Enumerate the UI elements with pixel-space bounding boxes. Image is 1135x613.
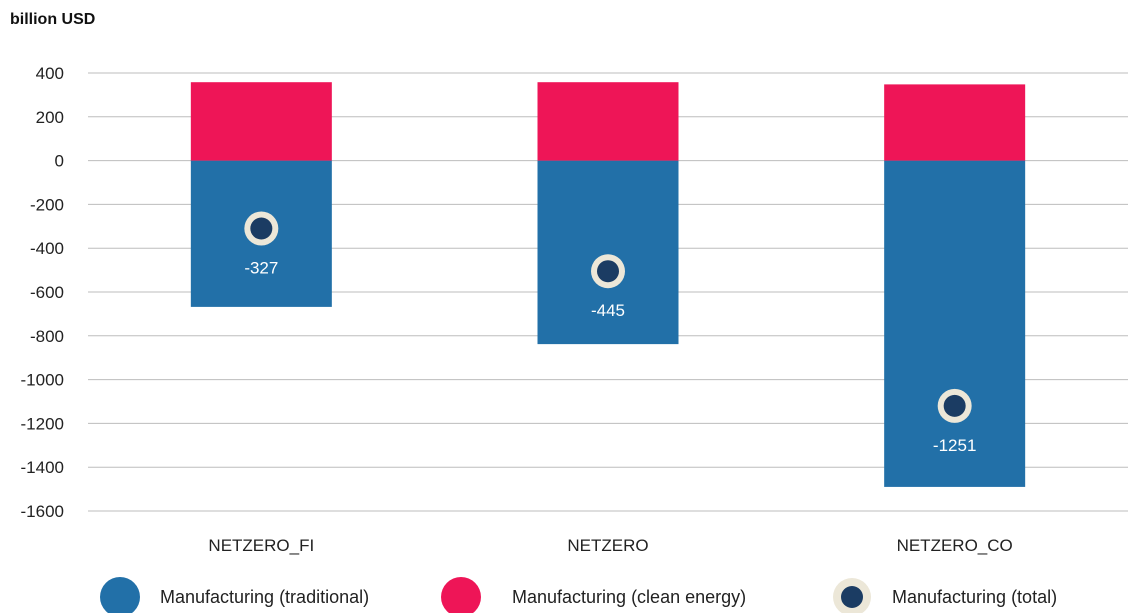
bar-traditional bbox=[884, 160, 1026, 487]
bar-clean-energy bbox=[884, 84, 1026, 161]
y-tick-label: 0 bbox=[55, 152, 64, 171]
y-tick-label: -1600 bbox=[21, 502, 64, 521]
legend-label: Manufacturing (total) bbox=[892, 587, 1057, 607]
bar-traditional bbox=[537, 160, 679, 345]
total-marker bbox=[250, 217, 273, 240]
y-tick-label: -1400 bbox=[21, 458, 64, 477]
data-label: -327 bbox=[244, 258, 278, 277]
y-tick-label: -200 bbox=[30, 195, 64, 214]
total-markers bbox=[244, 211, 972, 423]
data-label: -445 bbox=[591, 301, 625, 320]
bar-clean-energy bbox=[190, 82, 332, 161]
unit-label: billion USD bbox=[10, 11, 95, 28]
y-tick-label: -400 bbox=[30, 239, 64, 258]
legend-swatch bbox=[841, 586, 863, 608]
y-tick-label: -600 bbox=[30, 283, 64, 302]
y-tick-label: -1200 bbox=[21, 414, 64, 433]
legend: Manufacturing (traditional) Manufacturing… bbox=[100, 577, 1057, 613]
total-marker bbox=[597, 260, 619, 283]
legend-swatch bbox=[441, 577, 481, 613]
total-marker bbox=[943, 394, 966, 417]
legend-label: Manufacturing (clean energy) bbox=[512, 587, 746, 607]
x-tick-label: NETZERO_CO bbox=[897, 536, 1013, 555]
labels: 400 200 0 -200 -400 -600 -800 -1000 -1200 -1400 -1… bbox=[21, 64, 1013, 555]
y-tick-label: -800 bbox=[30, 327, 64, 346]
x-tick-label: NETZERO_FI bbox=[208, 536, 314, 555]
y-tick-label: 200 bbox=[36, 108, 64, 127]
bar-clean-energy bbox=[537, 82, 679, 161]
y-tick-label: 400 bbox=[36, 64, 64, 83]
x-tick-label: NETZERO bbox=[567, 536, 648, 555]
legend-label: Manufacturing (traditional) bbox=[160, 587, 369, 607]
legend-swatch bbox=[100, 577, 140, 613]
y-tick-label: -1000 bbox=[21, 371, 64, 390]
data-label: -1251 bbox=[933, 436, 976, 455]
